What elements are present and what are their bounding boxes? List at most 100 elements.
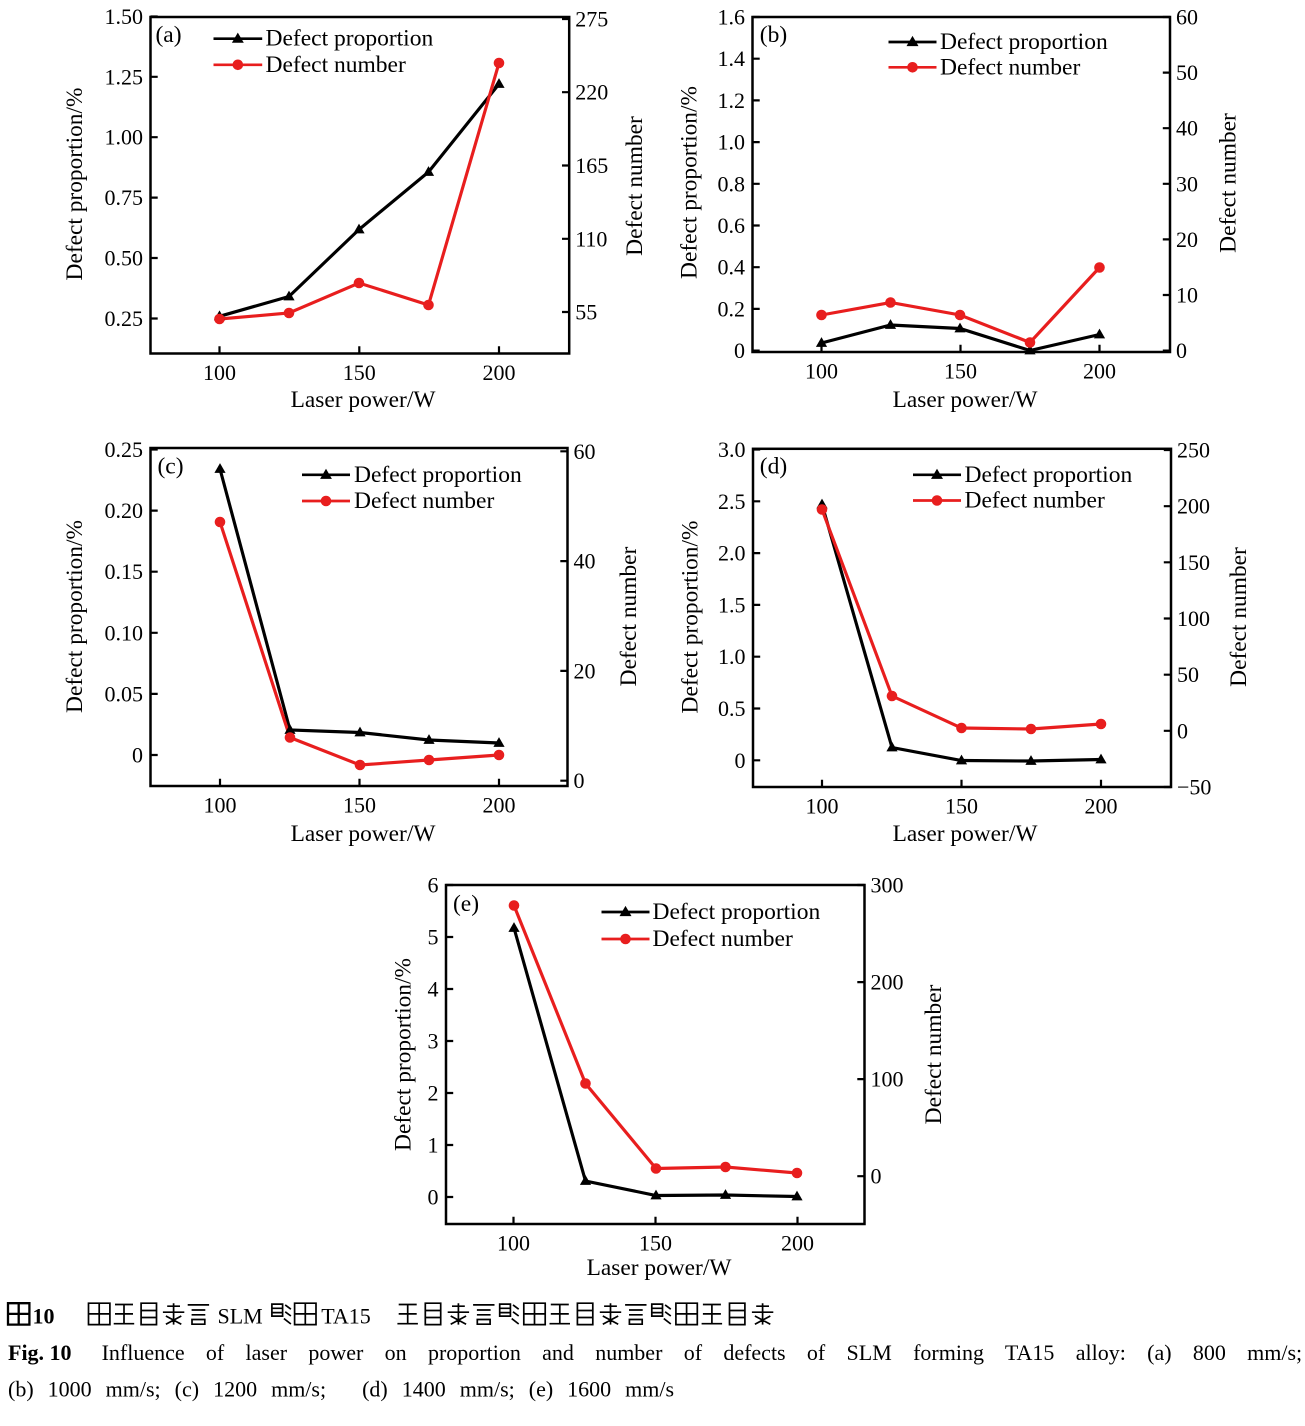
svg-text:10: 10 (33, 1304, 55, 1329)
svg-text:220: 220 (575, 80, 608, 105)
svg-text:40: 40 (1176, 116, 1198, 141)
svg-text:(e): (e) (453, 891, 479, 917)
svg-text:1.0: 1.0 (718, 130, 746, 155)
svg-text:(d): (d) (760, 453, 787, 479)
svg-text:100: 100 (203, 360, 236, 385)
svg-text:165: 165 (575, 153, 608, 178)
svg-text:Defect number: Defect number (965, 488, 1105, 514)
svg-text:0.25: 0.25 (105, 306, 144, 331)
svg-text:0: 0 (428, 1185, 439, 1210)
svg-text:200: 200 (1177, 494, 1210, 519)
svg-text:20: 20 (574, 658, 596, 683)
svg-text:Defect proportion: Defect proportion (940, 29, 1108, 55)
svg-text:Defect proportion: Defect proportion (653, 899, 821, 925)
svg-text:40: 40 (574, 549, 596, 574)
svg-text:3: 3 (428, 1029, 439, 1054)
svg-text:(c): (c) (157, 454, 183, 480)
svg-text:2.5: 2.5 (718, 489, 746, 514)
svg-text:200: 200 (781, 1231, 814, 1256)
svg-text:(b): (b) (760, 22, 787, 48)
svg-text:10: 10 (1176, 283, 1198, 308)
svg-text:100: 100 (1177, 606, 1210, 631)
svg-text:100: 100 (805, 359, 838, 384)
svg-text:0: 0 (735, 748, 746, 773)
svg-text:Laser power/W: Laser power/W (291, 387, 437, 413)
svg-text:275: 275 (575, 7, 608, 32)
svg-text:2.0: 2.0 (718, 541, 746, 566)
svg-text:Defect number: Defect number (1226, 547, 1252, 687)
svg-text:0.6: 0.6 (718, 213, 746, 238)
svg-text:Defect proportion/%: Defect proportion/% (62, 88, 88, 281)
svg-text:Defect proportion: Defect proportion (965, 462, 1133, 488)
svg-text:30: 30 (1176, 171, 1198, 196)
svg-text:0.50: 0.50 (105, 246, 144, 271)
svg-text:Defect proportion/%: Defect proportion/% (678, 521, 704, 714)
svg-text:Defect proportion/%: Defect proportion/% (391, 958, 417, 1151)
svg-text:Defect number: Defect number (653, 926, 793, 952)
svg-text:Defect number: Defect number (940, 54, 1080, 80)
svg-text:1.25: 1.25 (105, 64, 144, 89)
svg-text:Defect proportion: Defect proportion (266, 26, 434, 52)
svg-text:0: 0 (132, 743, 143, 768)
svg-text:0: 0 (1177, 718, 1188, 743)
svg-text:200: 200 (1085, 794, 1118, 819)
svg-text:1.00: 1.00 (105, 125, 144, 150)
svg-text:150: 150 (343, 793, 376, 818)
svg-text:150: 150 (639, 1231, 672, 1256)
svg-text:100: 100 (806, 794, 839, 819)
svg-text:300: 300 (871, 873, 904, 898)
svg-text:SLM: SLM (218, 1304, 263, 1329)
svg-text:1.0: 1.0 (718, 644, 746, 669)
svg-text:0: 0 (1176, 338, 1187, 363)
svg-text:0.2: 0.2 (718, 296, 746, 321)
svg-text:100: 100 (871, 1067, 904, 1092)
svg-text:200: 200 (483, 360, 516, 385)
svg-text:150: 150 (1177, 550, 1210, 575)
svg-text:200: 200 (483, 793, 516, 818)
svg-text:(a): (a) (155, 22, 181, 48)
svg-text:0: 0 (871, 1164, 882, 1189)
svg-text:Defect number: Defect number (1216, 113, 1242, 253)
svg-text:1.5: 1.5 (718, 592, 746, 617)
svg-text:60: 60 (1176, 5, 1198, 30)
svg-text:55: 55 (575, 300, 597, 325)
svg-text:110: 110 (575, 226, 607, 251)
svg-text:3.0: 3.0 (718, 437, 746, 462)
svg-text:6: 6 (428, 873, 439, 898)
svg-text:0: 0 (574, 768, 585, 793)
svg-text:Defect number: Defect number (921, 984, 947, 1124)
svg-text:1.4: 1.4 (718, 46, 746, 71)
svg-text:1.6: 1.6 (718, 5, 746, 30)
svg-text:200: 200 (1083, 359, 1116, 384)
svg-text:0.8: 0.8 (718, 171, 746, 196)
svg-text:60: 60 (574, 439, 596, 464)
svg-text:1.2: 1.2 (718, 88, 746, 113)
svg-text:0.75: 0.75 (105, 185, 144, 210)
svg-text:Laser power/W: Laser power/W (893, 387, 1039, 413)
svg-text:20: 20 (1176, 227, 1198, 252)
svg-text:0.15: 0.15 (105, 559, 144, 584)
svg-text:100: 100 (204, 793, 237, 818)
svg-text:0.05: 0.05 (105, 681, 144, 706)
svg-text:Laser power/W: Laser power/W (291, 821, 437, 847)
svg-text:0.25: 0.25 (105, 437, 144, 462)
svg-text:50: 50 (1176, 60, 1198, 85)
svg-text:TA15: TA15 (321, 1304, 371, 1329)
svg-text:Defect number: Defect number (354, 488, 494, 514)
svg-text:1.50: 1.50 (105, 4, 144, 29)
svg-text:150: 150 (945, 794, 978, 819)
svg-text:0: 0 (734, 338, 745, 363)
svg-text:1: 1 (428, 1133, 439, 1158)
svg-text:200: 200 (871, 970, 904, 995)
svg-text:Defect proportion/%: Defect proportion/% (677, 86, 703, 279)
svg-text:0.4: 0.4 (718, 255, 746, 280)
svg-text:−50: −50 (1177, 775, 1211, 800)
svg-text:0.20: 0.20 (105, 498, 144, 523)
svg-text:Laser power/W: Laser power/W (587, 1255, 733, 1281)
svg-text:Defect number: Defect number (622, 116, 648, 256)
svg-text:150: 150 (944, 359, 977, 384)
svg-text:100: 100 (497, 1231, 530, 1256)
svg-text:4: 4 (428, 977, 439, 1002)
svg-text:Defect number: Defect number (266, 52, 406, 78)
